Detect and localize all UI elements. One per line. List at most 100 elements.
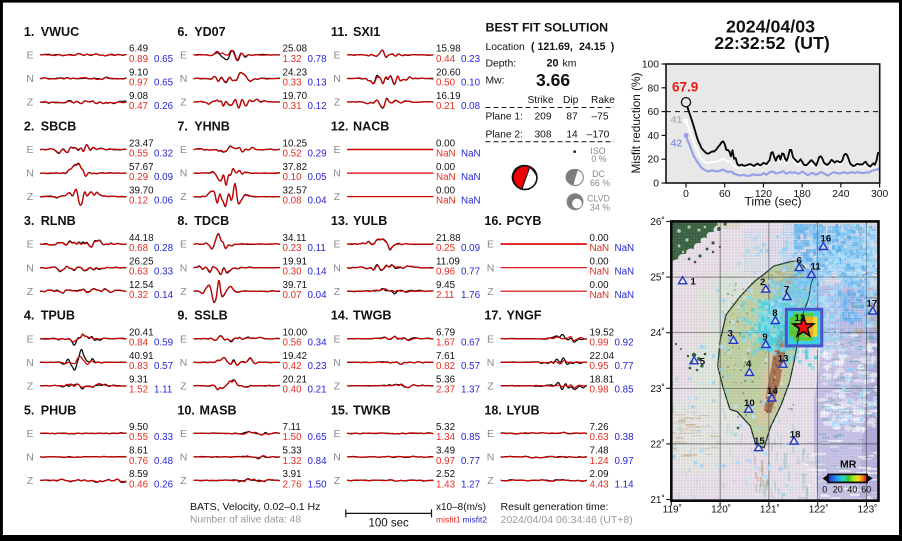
svg-text:N: N: [333, 452, 341, 464]
svg-text:57.67: 57.67: [129, 162, 154, 173]
svg-text:Z: Z: [180, 191, 187, 203]
svg-text:0.65: 0.65: [308, 432, 328, 443]
svg-text:18.81: 18.81: [590, 375, 615, 386]
svg-text:N: N: [180, 357, 188, 369]
svg-text:4.: 4.: [24, 309, 35, 323]
svg-text:E: E: [26, 239, 33, 251]
svg-text:2.11: 2.11: [436, 290, 454, 301]
svg-text:NaN: NaN: [461, 196, 481, 207]
svg-text:8: 8: [772, 308, 778, 319]
svg-text:17.: 17.: [484, 309, 502, 323]
svg-text:NaN: NaN: [590, 290, 610, 301]
svg-text:0.55: 0.55: [129, 148, 149, 159]
svg-text:E: E: [180, 333, 187, 345]
svg-text:67.9: 67.9: [672, 80, 698, 95]
svg-text:E: E: [26, 333, 33, 345]
svg-text:0.34: 0.34: [308, 338, 328, 349]
svg-text:19.52: 19.52: [590, 328, 615, 339]
svg-text:6.: 6.: [177, 25, 188, 39]
svg-text:2.09: 2.09: [590, 469, 609, 480]
svg-text:Z: Z: [334, 380, 341, 392]
svg-text:0.97: 0.97: [129, 77, 148, 88]
svg-text:0.10: 0.10: [283, 172, 303, 183]
svg-text:39.70: 39.70: [129, 185, 154, 196]
svg-text:5: 5: [700, 357, 706, 368]
svg-text:9.31: 9.31: [129, 375, 148, 386]
svg-text:0.57: 0.57: [154, 361, 173, 372]
svg-text:DC: DC: [592, 169, 605, 179]
svg-text:N: N: [26, 168, 34, 180]
svg-text:0.65: 0.65: [154, 77, 174, 88]
svg-text:1: 1: [691, 277, 697, 288]
svg-text:24.23: 24.23: [283, 67, 308, 78]
svg-text:0.83: 0.83: [129, 361, 149, 372]
svg-text:E: E: [333, 144, 340, 156]
svg-text:0.09: 0.09: [154, 172, 173, 183]
svg-text:5.36: 5.36: [436, 375, 456, 386]
svg-text:9.: 9.: [177, 309, 188, 323]
svg-text:Z: Z: [180, 286, 187, 298]
svg-text:Dip: Dip: [563, 95, 579, 106]
svg-text:SSLB: SSLB: [194, 309, 228, 323]
svg-text:24.15 ): 24.15 ): [579, 41, 614, 53]
svg-text:NACB: NACB: [353, 120, 389, 134]
svg-text:7.: 7.: [177, 120, 188, 134]
svg-text:E: E: [333, 428, 340, 440]
svg-text:0.12: 0.12: [129, 196, 148, 207]
svg-text:1.76: 1.76: [461, 290, 481, 301]
svg-text:N: N: [26, 357, 34, 369]
svg-text:0.13: 0.13: [308, 77, 328, 88]
svg-text:40.91: 40.91: [129, 351, 154, 362]
svg-text:LYUB: LYUB: [507, 403, 540, 417]
svg-text:9.45: 9.45: [436, 280, 456, 291]
svg-text:E: E: [180, 239, 187, 251]
svg-text:0.10: 0.10: [461, 77, 481, 88]
svg-text:0.04: 0.04: [308, 196, 328, 207]
svg-text:44.18: 44.18: [129, 233, 154, 244]
svg-text:Time (sec): Time (sec): [744, 195, 801, 209]
svg-text:0.85: 0.85: [461, 432, 481, 443]
svg-text:1.24: 1.24: [590, 456, 610, 467]
svg-text:3.49: 3.49: [436, 446, 455, 457]
svg-text:26.25: 26.25: [129, 257, 154, 268]
svg-text:2: 2: [760, 277, 765, 288]
svg-text:0.56: 0.56: [283, 338, 303, 349]
svg-text:0.14: 0.14: [308, 267, 328, 278]
svg-text:Depth:: Depth:: [486, 58, 517, 69]
svg-text:0: 0: [653, 179, 659, 190]
svg-text:22.04: 22.04: [590, 351, 615, 362]
svg-text:7: 7: [784, 285, 789, 296]
svg-text:34 %: 34 %: [590, 202, 610, 212]
svg-text:TWKB: TWKB: [353, 403, 391, 417]
svg-text:40: 40: [648, 131, 660, 142]
svg-text:SBCB: SBCB: [41, 120, 77, 134]
svg-text:misfit2: misfit2: [463, 515, 488, 525]
svg-text:20.41: 20.41: [129, 328, 154, 339]
svg-text:0.04: 0.04: [308, 290, 328, 301]
svg-text:0.68: 0.68: [129, 243, 149, 254]
svg-text:22:32:52 (UT): 22:32:52 (UT): [714, 33, 830, 53]
svg-text:7.26: 7.26: [590, 422, 610, 433]
svg-text:12: 12: [795, 313, 806, 324]
svg-text:13.: 13.: [331, 214, 349, 228]
svg-text:Plane 1:: Plane 1:: [486, 111, 523, 122]
svg-text:N: N: [180, 168, 188, 180]
svg-text:Z: Z: [487, 380, 494, 392]
svg-text:E: E: [487, 333, 494, 345]
svg-text:E: E: [333, 333, 340, 345]
svg-text:180: 180: [794, 189, 811, 200]
svg-text:16: 16: [821, 234, 832, 245]
svg-text:0.26: 0.26: [154, 101, 174, 112]
svg-text:9.08: 9.08: [129, 91, 149, 102]
svg-text:20.60: 20.60: [436, 67, 461, 78]
svg-text:NaN: NaN: [436, 172, 456, 183]
svg-text:VWUC: VWUC: [41, 25, 79, 39]
svg-text:2.37: 2.37: [436, 385, 455, 396]
svg-text:66 %: 66 %: [590, 178, 610, 188]
svg-text:16.19: 16.19: [436, 91, 461, 102]
svg-text:0.52: 0.52: [283, 148, 302, 159]
svg-text:0.32: 0.32: [129, 290, 148, 301]
svg-text:1.14: 1.14: [615, 479, 635, 490]
svg-text:4: 4: [746, 359, 752, 370]
svg-text:TPUB: TPUB: [41, 309, 75, 323]
